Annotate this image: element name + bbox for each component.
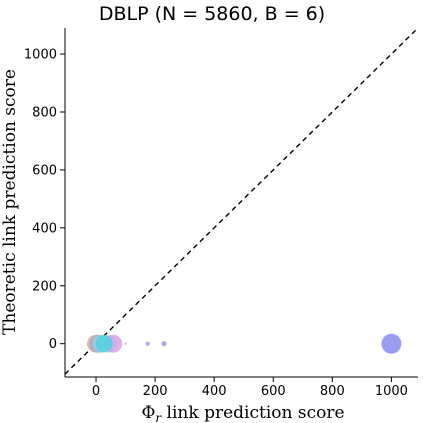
x-tick-label: 1000	[375, 384, 408, 399]
plot-area	[64, 27, 419, 375]
y-tick-label: 0	[49, 337, 57, 352]
x-tick-label: 200	[143, 384, 168, 399]
x-axis-label: Φr link prediction score	[141, 403, 344, 423]
x-tick-label: 800	[320, 384, 345, 399]
scatter-point	[95, 335, 113, 353]
y-tick-label: 800	[32, 105, 57, 120]
x-tick-label: 0	[92, 384, 100, 399]
reference-diagonal-line	[64, 27, 419, 375]
y-tick-label: 400	[32, 221, 57, 236]
x-axis-ticks: 0 200 400 600 800 1000	[92, 377, 408, 399]
y-tick-label: 1000	[24, 48, 57, 63]
chart-title: DBLP (N = 5860, B = 6)	[99, 3, 325, 25]
x-axis-label-text: link prediction score	[161, 403, 344, 423]
x-tick-label: 400	[202, 384, 227, 399]
scatter-point	[124, 342, 127, 345]
x-tick-label: 600	[261, 384, 286, 399]
scatter-point	[145, 341, 150, 346]
y-axis-ticks: 0 200 400 600 800 1000	[24, 48, 65, 352]
y-tick-label: 200	[32, 279, 57, 294]
x-axis-label-subscript: r	[155, 411, 162, 423]
scatter-point	[161, 341, 167, 347]
y-axis-label: Theoretic link prediction score	[0, 69, 20, 335]
scatter-point	[381, 333, 402, 354]
x-axis-label-symbol: Φ	[141, 403, 155, 423]
y-tick-label: 600	[32, 163, 57, 178]
